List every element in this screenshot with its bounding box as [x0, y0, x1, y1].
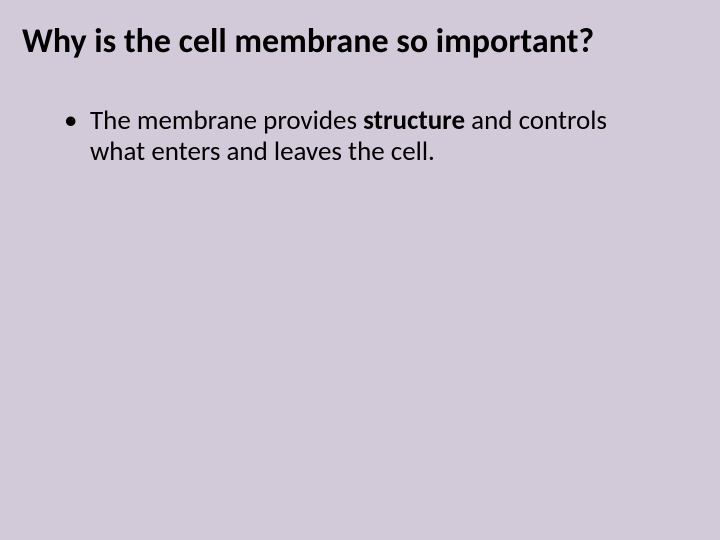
bullet-text-pre: The membrane provides: [90, 104, 363, 137]
bullet-item: The membrane provides structure and cont…: [64, 105, 664, 167]
slide: Why is the cell membrane so important? T…: [0, 0, 720, 540]
slide-body: The membrane provides structure and cont…: [0, 61, 720, 167]
bullet-text-bold: structure: [363, 104, 465, 137]
bullet-list: The membrane provides structure and cont…: [64, 105, 664, 167]
slide-title: Why is the cell membrane so important?: [0, 0, 720, 61]
